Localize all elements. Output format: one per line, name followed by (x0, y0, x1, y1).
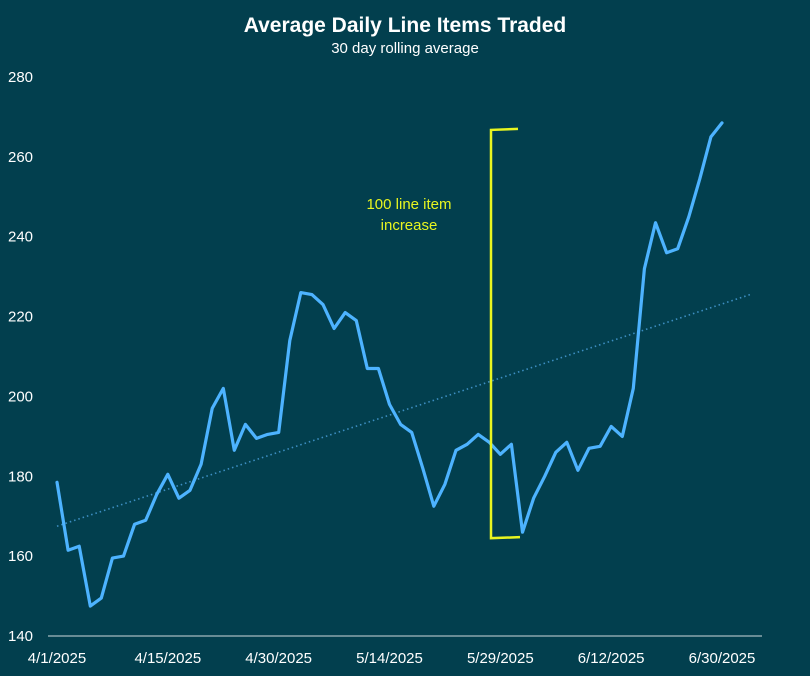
x-tick-label: 5/29/2025 (467, 650, 534, 667)
y-tick-label: 180 (8, 468, 33, 485)
y-tick-label: 140 (8, 628, 33, 645)
chart-title: Average Daily Line Items Traded (244, 14, 567, 37)
annotation-text: 100 line item (366, 196, 451, 213)
x-tick-label: 4/30/2025 (245, 650, 312, 667)
x-tick-label: 5/14/2025 (356, 650, 423, 667)
series-line (55, 121, 724, 608)
x-tick-label: 6/12/2025 (578, 650, 645, 667)
annotation-text: increase (381, 217, 438, 234)
y-tick-label: 240 (8, 229, 33, 246)
annotation-group: 100 line item increase (366, 127, 521, 540)
y-tick-label: 280 (8, 69, 33, 86)
chart-subtitle: 30 day rolling average (331, 40, 479, 57)
x-tick-label: 6/30/2025 (689, 650, 756, 667)
x-tick-label: 4/15/2025 (134, 650, 201, 667)
plot-area (55, 121, 751, 608)
y-tick-label: 260 (8, 149, 33, 166)
annotation-bracket (489, 127, 521, 540)
y-axis-tick-labels: 140 160 180 200 220 240 260 280 (8, 69, 33, 645)
y-tick-label: 160 (8, 548, 33, 565)
y-tick-label: 200 (8, 388, 33, 405)
x-tick-label: 4/1/2025 (28, 650, 86, 667)
y-tick-label: 220 (8, 309, 33, 326)
x-axis-tick-labels: 4/1/2025 4/15/2025 4/30/2025 5/14/2025 5/29/… (28, 650, 756, 667)
